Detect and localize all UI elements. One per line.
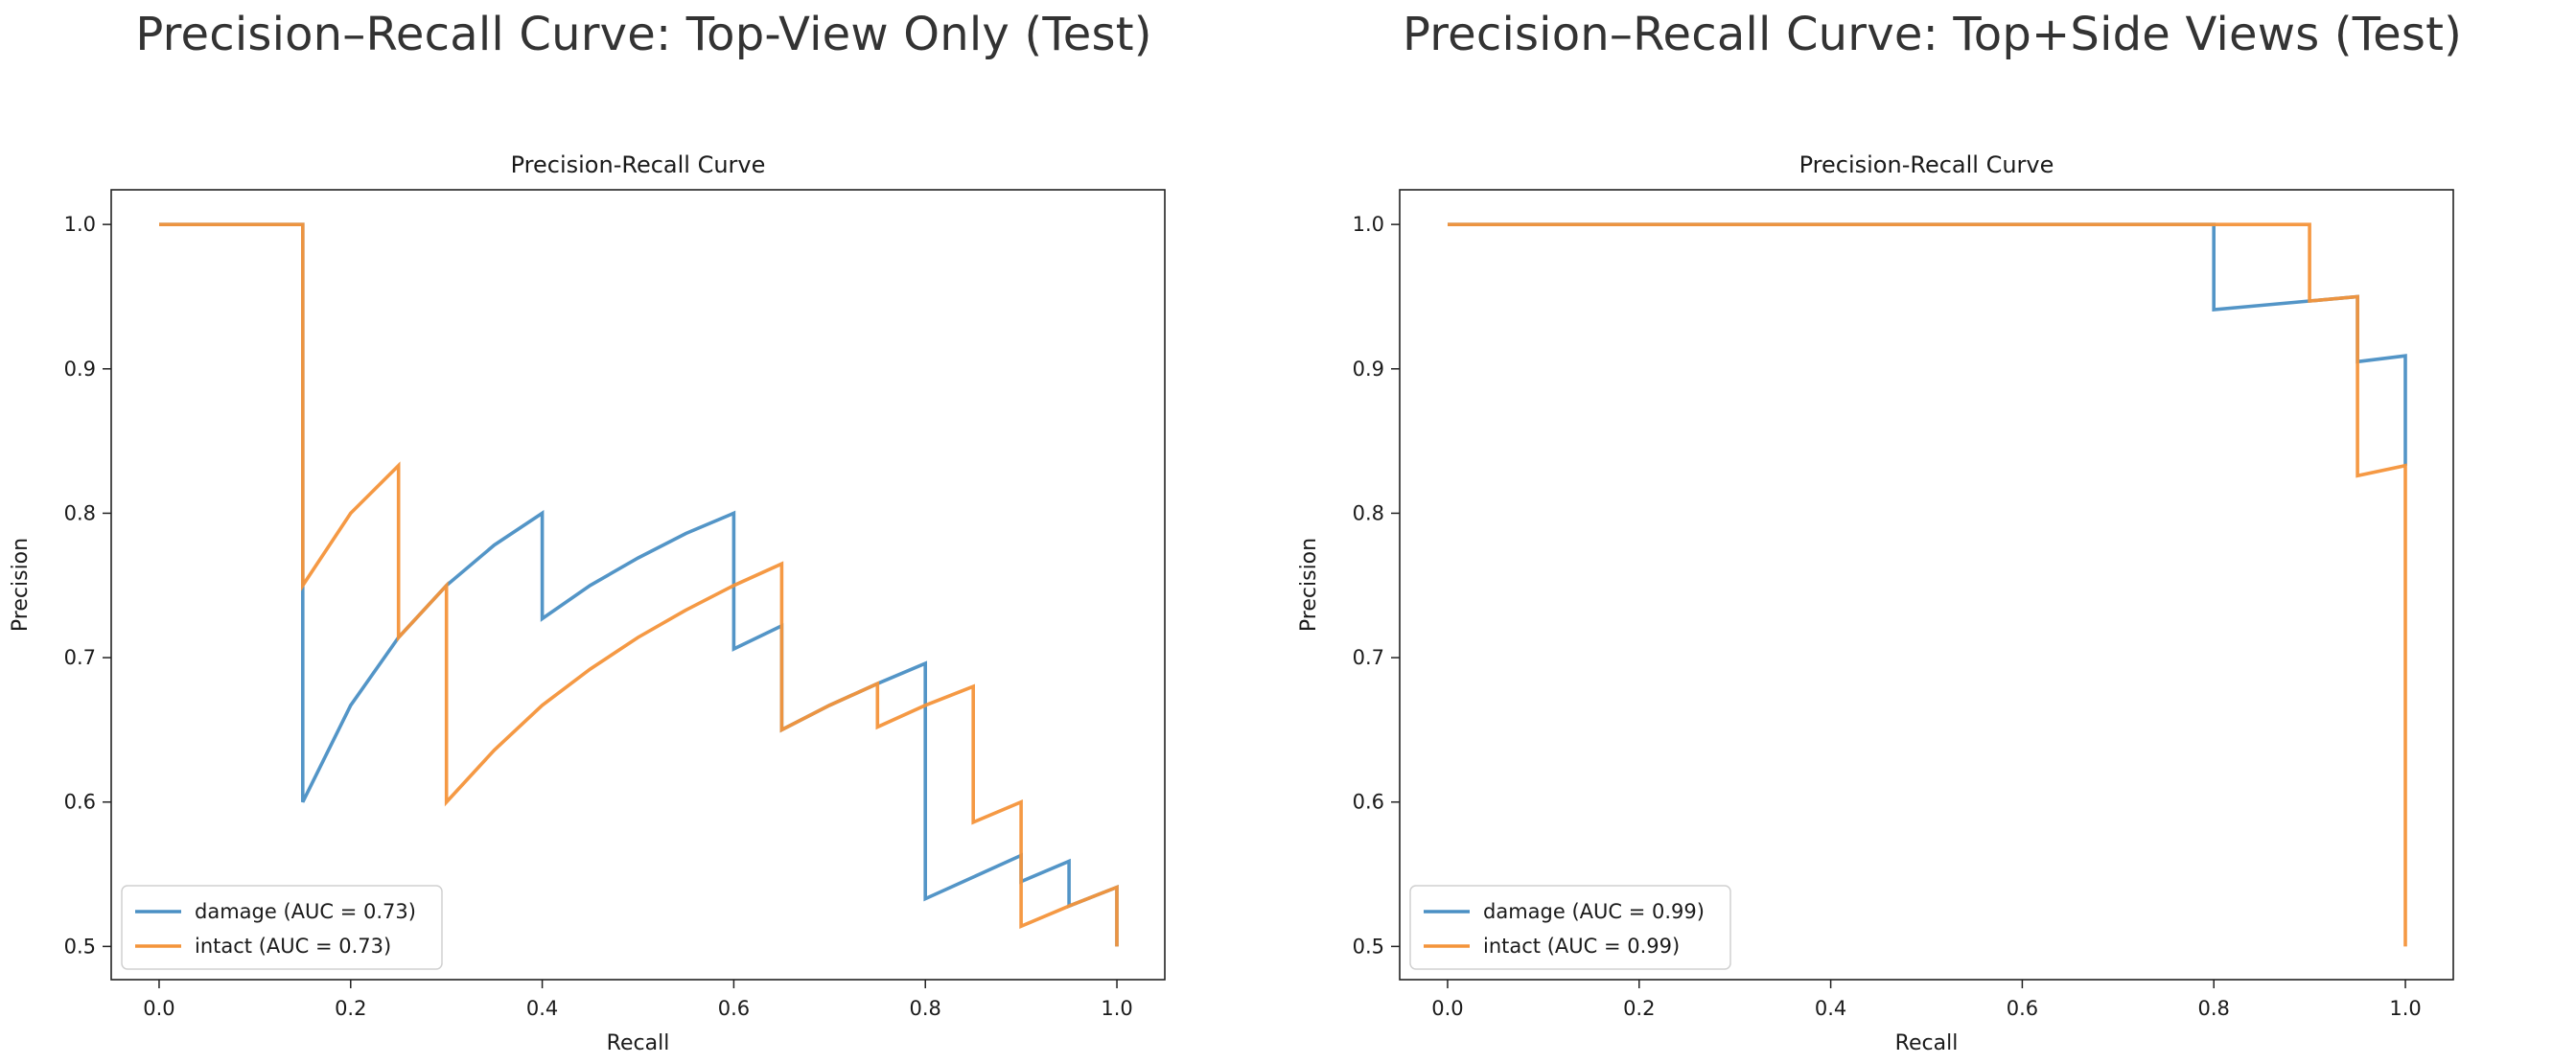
x-tick-label: 0.4 <box>526 997 558 1020</box>
axes-title: Precision-Recall Curve <box>1799 151 2054 178</box>
x-axis-label: Recall <box>1895 1031 1959 1055</box>
y-tick-label: 0.7 <box>1353 646 1384 669</box>
chart-panel-top-view: Precision–Recall Curve: Top-View Only (T… <box>9 8 1166 1055</box>
y-tick-label: 0.5 <box>64 935 96 958</box>
series-line-damage <box>1448 222 2407 466</box>
y-tick-label: 0.8 <box>1353 501 1384 524</box>
x-tick-label: 0.2 <box>1623 997 1655 1020</box>
pr-curve-chart: Precision-Recall Curve 0.0 0.2 0.4 0.6 0.8 1.0… <box>1297 151 2454 1055</box>
legend-label: intact (AUC = 0.73) <box>195 935 391 958</box>
x-tick-label: 1.0 <box>2389 997 2421 1020</box>
y-tick-label: 0.5 <box>1353 935 1384 958</box>
y-axis-label: Precision <box>1297 538 1321 632</box>
axes-frame <box>110 189 1166 981</box>
series-line-intact <box>1448 222 2407 947</box>
x-tick-label: 0.8 <box>910 997 941 1020</box>
legend-box <box>1409 885 1731 970</box>
legend-label: damage (AUC = 0.73) <box>195 900 416 923</box>
pr-curve-chart: Precision-Recall Curve 0.0 0.2 0.4 0.6 0.8 1.0… <box>9 151 1166 1055</box>
x-tick-label: 1.0 <box>1101 997 1132 1020</box>
x-tick-label: 0.0 <box>1431 997 1463 1020</box>
y-tick-label: 0.7 <box>64 646 96 669</box>
series-line-intact <box>159 222 1119 947</box>
legend-label: damage (AUC = 0.99) <box>1483 900 1705 923</box>
legend-label: intact (AUC = 0.99) <box>1483 935 1680 958</box>
x-axis-label: Recall <box>607 1031 670 1055</box>
x-tick-label: 0.6 <box>718 997 750 1020</box>
x-tick-label: 0.2 <box>335 997 366 1020</box>
y-tick-label: 0.9 <box>1353 358 1384 381</box>
chart-panel-top-side-views: Precision–Recall Curve: Top+Side Views (… <box>1288 0 2576 1064</box>
axes-frame <box>1399 189 2454 981</box>
figure-title: Precision–Recall Curve: Top+Side Views (… <box>1402 8 2463 61</box>
y-tick-label: 0.6 <box>64 791 96 814</box>
legend-box <box>121 885 443 970</box>
y-axis-label: Precision <box>9 538 33 632</box>
y-tick-label: 1.0 <box>1353 213 1384 236</box>
x-tick-label: 0.0 <box>143 997 174 1020</box>
y-tick-label: 0.6 <box>1353 791 1384 814</box>
x-tick-label: 0.4 <box>1815 997 1846 1020</box>
y-tick-label: 0.9 <box>64 358 96 381</box>
x-tick-label: 0.8 <box>2198 997 2230 1020</box>
x-tick-label: 0.6 <box>2007 997 2038 1020</box>
y-tick-label: 1.0 <box>64 213 96 236</box>
axes-title: Precision-Recall Curve <box>511 151 766 178</box>
y-tick-label: 0.8 <box>64 501 96 524</box>
figure-title: Precision–Recall Curve: Top-View Only (T… <box>135 8 1152 61</box>
